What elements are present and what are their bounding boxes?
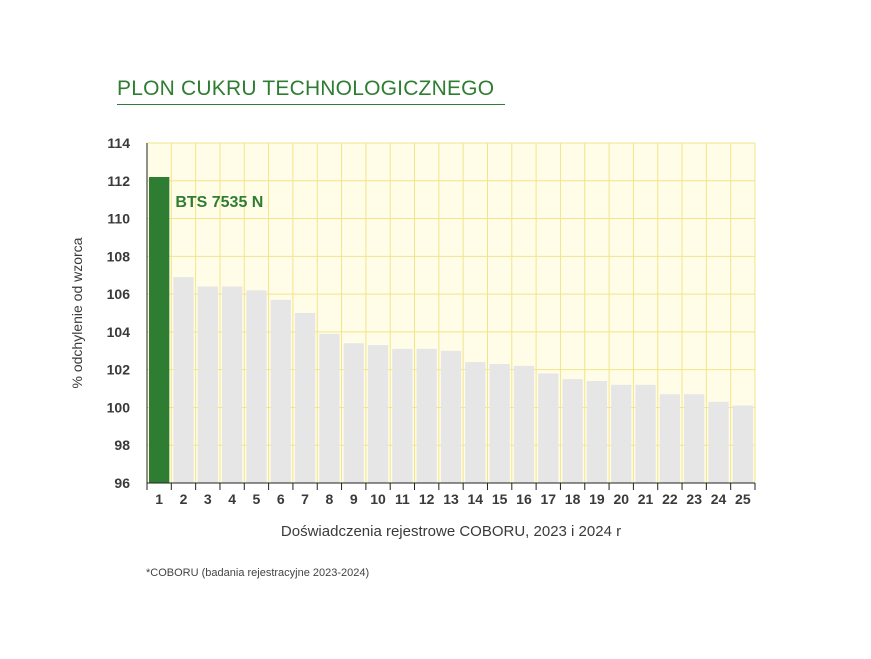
bar (635, 384, 656, 483)
y-tick-label: 108 (107, 248, 131, 264)
x-tick-label: 1 (155, 491, 163, 507)
title-underline (117, 104, 505, 105)
bar (586, 381, 608, 483)
y-axis-label: % odchylenie od wzorca (69, 237, 85, 388)
x-tick-label: 8 (326, 491, 334, 507)
bar (465, 362, 486, 483)
y-tick-label: 96 (114, 475, 130, 491)
x-tick-label: 20 (613, 491, 629, 507)
x-tick-label: 12 (419, 491, 435, 507)
x-tick-label: 5 (253, 491, 261, 507)
bar (732, 405, 753, 483)
bar (270, 299, 291, 483)
y-tick-label: 102 (107, 362, 131, 378)
bar (343, 343, 364, 483)
bar-highlighted (149, 177, 170, 483)
x-tick-label: 22 (662, 491, 678, 507)
y-tick-labels: 96 98 100 102 104 106 108 110 112 114 (107, 135, 131, 491)
chart-title: PLON CUKRU TECHNOLOGICZNEGO (117, 77, 495, 100)
bar (367, 345, 389, 483)
x-tick-label: 19 (589, 491, 605, 507)
axis-layer (146, 143, 756, 490)
y-tick-label: 106 (107, 286, 131, 302)
x-tick-label: 16 (516, 491, 532, 507)
x-tick-label: 6 (277, 491, 285, 507)
x-tick-label: 4 (228, 491, 236, 507)
bar (489, 364, 510, 483)
y-tick-label: 112 (107, 173, 130, 189)
bar-layer (149, 177, 753, 483)
bar (246, 290, 267, 483)
bar (513, 365, 535, 483)
bar (708, 401, 729, 483)
x-tick-label: 17 (540, 491, 556, 507)
bar (440, 350, 462, 483)
x-tick-label: 11 (395, 491, 410, 507)
x-tick-label: 15 (492, 491, 508, 507)
bar (684, 394, 705, 483)
x-tick-label: 13 (443, 491, 459, 507)
y-tick-label: 100 (107, 399, 131, 415)
x-tick-label: 9 (350, 491, 358, 507)
bar (319, 333, 340, 483)
highlight-annotation: BTS 7535 N (175, 194, 263, 211)
y-tick-label: 104 (107, 324, 131, 340)
bar (197, 286, 218, 483)
x-tick-label: 2 (180, 491, 188, 507)
footnote: *COBORU (badania rejestracyjne 2023-2024… (146, 567, 370, 579)
bar (659, 394, 681, 483)
x-tick-label: 14 (468, 491, 484, 507)
bar (173, 277, 194, 483)
x-tick-label: 7 (301, 491, 309, 507)
x-tick-label: 24 (711, 491, 727, 507)
x-tick-label: 10 (370, 491, 386, 507)
bar (392, 348, 413, 483)
x-tick-label: 3 (204, 491, 212, 507)
x-tick-labels: 1 2 3 4 5 6 7 8 9 10 11 12 13 14 15 16 17 18 19 20 21 22 23 24 2… (155, 491, 751, 507)
x-tick-label: 18 (565, 491, 581, 507)
y-tick-label: 98 (114, 437, 130, 453)
x-tick-label: 23 (686, 491, 702, 507)
bar (294, 313, 316, 483)
x-tick-label: 21 (638, 491, 654, 507)
bar (538, 373, 559, 483)
bar (416, 348, 437, 483)
bar (562, 379, 583, 483)
y-tick-label: 110 (107, 211, 130, 227)
bar (611, 384, 632, 483)
x-axis-label: Doświadczenia rejestrowe COBORU, 2023 i … (281, 523, 621, 540)
bar (221, 286, 243, 483)
x-tick-label: 25 (735, 491, 751, 507)
y-tick-label: 114 (107, 135, 130, 151)
